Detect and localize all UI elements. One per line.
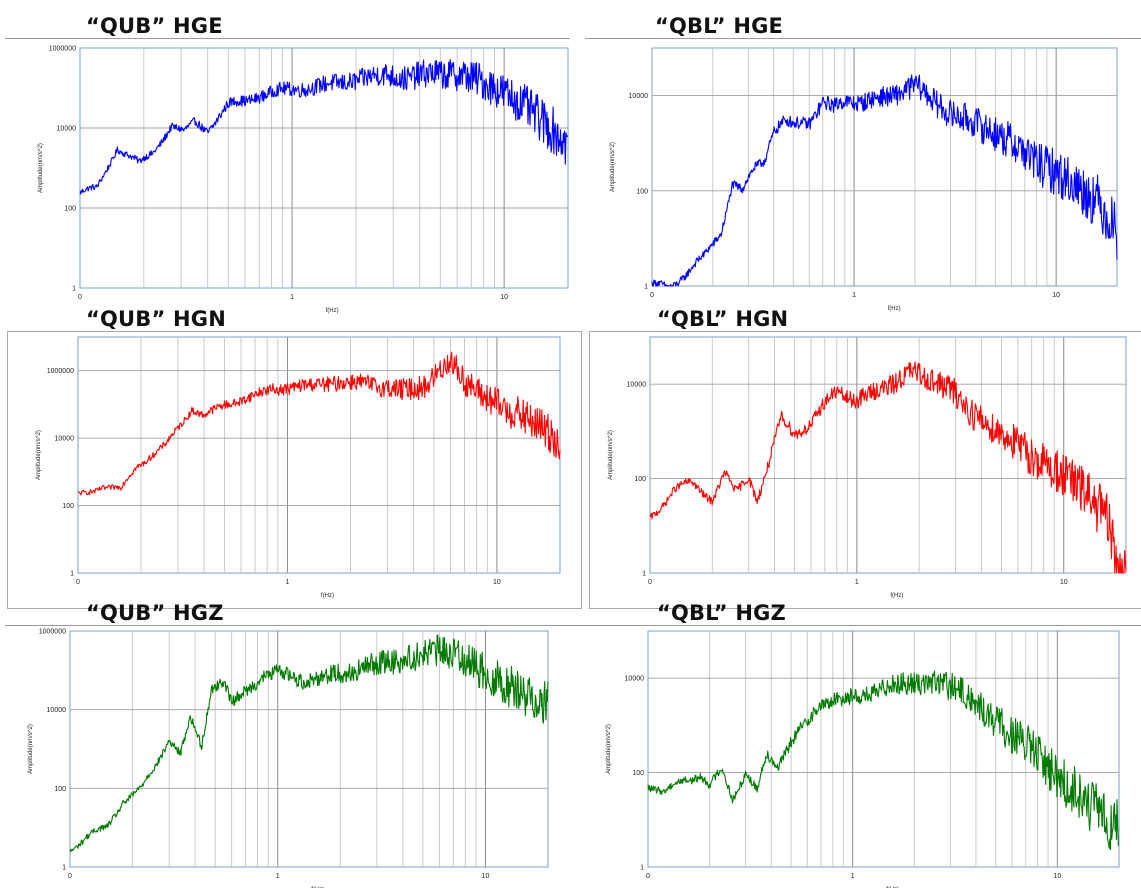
x-tick-label: 10 — [493, 579, 501, 586]
x-tick-label: 0 — [76, 579, 80, 586]
chart-title-qbl-hgn: “QBL” HGN — [657, 307, 789, 331]
y-tick-label: 10000 — [629, 93, 649, 100]
y-tick-label: 100 — [632, 770, 644, 777]
x-tick-label: 1 — [290, 294, 294, 301]
chart-qub-hgz: 11001000010000000110f(Hz)Amplitude(nm/s^… — [28, 629, 549, 888]
y-tick-label: 1 — [644, 284, 648, 291]
x-tick-label: 1 — [852, 292, 856, 299]
x-axis-label: f(Hz) — [321, 593, 334, 599]
x-axis-label: f(Hz) — [888, 306, 901, 312]
spectrum-line — [79, 59, 569, 195]
x-tick-label: 0 — [78, 294, 82, 301]
plot-area — [69, 630, 549, 868]
panel-frame-qub-hgn — [7, 331, 582, 609]
top-divider-left — [5, 38, 570, 39]
chart-title-qub-hgn: “QUB” HGN — [86, 307, 227, 331]
y-tick-label: 1 — [70, 571, 74, 578]
panel-frame-qbl-hgn — [589, 331, 1141, 609]
y-tick-label: 100 — [634, 476, 646, 483]
y-tick-label: 100 — [54, 786, 66, 793]
y-tick-label: 10000 — [627, 382, 647, 389]
spectrum-line — [649, 361, 1127, 574]
y-tick-label: 100 — [64, 206, 76, 213]
x-axis-label: f(Hz) — [890, 593, 903, 599]
y-axis-label: Amplitude(nm/s^2) — [36, 430, 42, 480]
top-divider-right — [585, 38, 1141, 39]
y-tick-label: 10000 — [625, 676, 645, 683]
y-tick-label: 1 — [72, 286, 76, 293]
x-tick-label: 10 — [1052, 292, 1060, 299]
y-tick-label: 100 — [636, 188, 648, 195]
x-axis-label: f(Hz) — [326, 308, 339, 314]
y-tick-label: 10000 — [55, 436, 75, 443]
x-tick-label: 0 — [646, 873, 650, 880]
plot-area — [77, 336, 561, 574]
y-tick-label: 1000000 — [49, 46, 76, 53]
y-axis-label: Amplitude(nm/s^2) — [28, 724, 34, 774]
spectrum-line — [651, 74, 1118, 287]
y-axis-label: Amplitude(nm/s^2) — [608, 430, 614, 480]
y-tick-label: 100 — [62, 503, 74, 510]
y-tick-label: 10000 — [57, 126, 77, 133]
bottom-divider-right — [590, 625, 1141, 626]
y-tick-label: 1000000 — [39, 629, 66, 636]
chart-title-qub-hgz: “QUB” HGZ — [86, 601, 224, 625]
chart-title-qbl-hgz: “QBL” HGZ — [657, 601, 786, 625]
x-tick-label: 10 — [482, 873, 490, 880]
y-tick-label: 1 — [640, 865, 644, 872]
spectrum-line — [647, 670, 1120, 851]
x-tick-label: 10 — [1053, 873, 1061, 880]
spectrum-line — [77, 351, 561, 496]
x-tick-label: 1 — [855, 579, 859, 586]
x-tick-label: 10 — [1060, 579, 1068, 586]
x-tick-label: 1 — [286, 579, 290, 586]
chart-title-qub-hge: “QUB” HGE — [86, 14, 223, 38]
x-tick-label: 1 — [276, 873, 280, 880]
y-tick-label: 10000 — [47, 707, 67, 714]
y-axis-label: Amplitude(nm/s^2) — [610, 142, 616, 192]
bottom-divider-left — [5, 625, 590, 626]
chart-title-qbl-hge: “QBL” HGE — [655, 14, 784, 38]
y-axis-label: Amplitude(nm/s^2) — [606, 724, 612, 774]
spectrum-line — [69, 634, 549, 853]
y-tick-label: 1 — [642, 571, 646, 578]
x-tick-label: 0 — [650, 292, 654, 299]
y-tick-label: 1 — [62, 865, 66, 872]
x-tick-label: 1 — [851, 873, 855, 880]
y-axis-label: Amplitude(nm/s^2) — [38, 143, 44, 193]
x-tick-label: 0 — [68, 873, 72, 880]
x-tick-label: 0 — [648, 579, 652, 586]
y-tick-label: 1000000 — [47, 368, 74, 375]
x-tick-label: 10 — [500, 294, 508, 301]
